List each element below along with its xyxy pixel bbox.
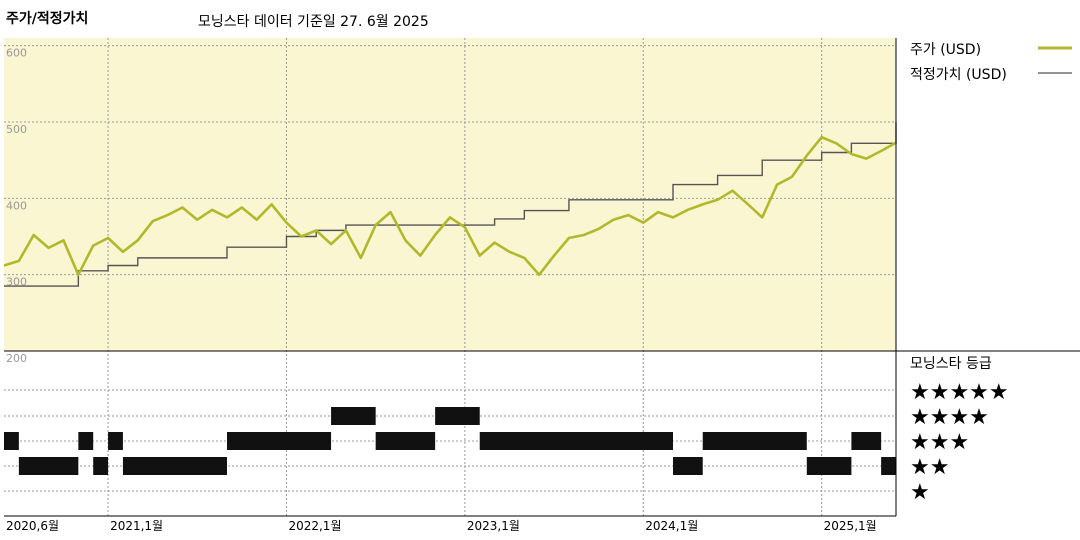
x-tick-label: 2021,1월 [110, 519, 163, 533]
x-tick-label: 2023,1월 [467, 519, 520, 533]
y-axis-ticks: 600 500 400 300 200 [6, 47, 27, 365]
rating-bars [4, 407, 896, 475]
rating-5-stars: ★★★★★ [910, 380, 1009, 405]
rating-bar-3-stars [702, 432, 807, 450]
rating-legend: 모닝스타 등급 ★★★★★ ★★★★ ★★★ ★★ ★ [910, 356, 1009, 505]
fair-value-line [4, 121, 897, 287]
legend: 주가 (USD) 적정가치 (USD) [910, 42, 1072, 83]
rating-bar-3-stars [375, 432, 436, 450]
rating-bar-3-stars [479, 432, 673, 450]
rating-bar-3-stars [4, 432, 19, 450]
y-tick-label: 300 [6, 276, 27, 289]
rating-bar-2-stars [18, 457, 79, 475]
y-tick-label: 500 [6, 123, 27, 136]
rating-bar-3-stars [78, 432, 94, 450]
rating-3-stars: ★★★ [910, 430, 969, 455]
rating-bar-3-stars [108, 432, 123, 450]
rating-bar-4-stars [435, 407, 480, 425]
x-tick-label: 2024,1월 [645, 519, 698, 533]
chart-title: 주가/적정가치 [6, 10, 88, 27]
rating-2-stars: ★★ [910, 455, 949, 480]
rating-bar-2-stars [122, 457, 227, 475]
price-plot-background [4, 38, 896, 351]
rating-1-star: ★ [910, 480, 930, 505]
rating-bar-2-stars [673, 457, 703, 475]
price-line [3, 135, 897, 276]
rating-bar-2-stars [93, 457, 109, 475]
x-axis-ticks: 2020,6월 2021,1월 2022,1월 2023,1월 2024,1월 2025,… [6, 519, 877, 533]
rating-bar-2-stars [806, 457, 852, 475]
fair-value-series [4, 121, 897, 287]
rating-bar-3-stars [851, 432, 882, 450]
x-tick-label: 2025,1월 [824, 519, 877, 533]
legend-price-label: 주가 (USD) [910, 42, 981, 58]
y-tick-label: 600 [6, 47, 27, 60]
rating-bar-2-stars [881, 457, 896, 475]
x-tick-label: 2020,6월 [6, 519, 59, 533]
rating-bar-3-stars [227, 432, 332, 450]
rating-bar-4-stars [331, 407, 376, 425]
price-series [3, 135, 897, 276]
x-tick-label: 2022,1월 [288, 519, 341, 533]
rating-legend-title: 모닝스타 등급 [910, 356, 992, 372]
data-date-subtitle: 모닝스타 데이터 기준일 27. 6월 2025 [198, 14, 429, 30]
y-tick-label: 200 [6, 352, 27, 365]
rating-4-stars: ★★★★ [910, 405, 989, 430]
y-tick-label: 400 [6, 199, 27, 212]
legend-fair-value-label: 적정가치 (USD) [910, 67, 1007, 83]
